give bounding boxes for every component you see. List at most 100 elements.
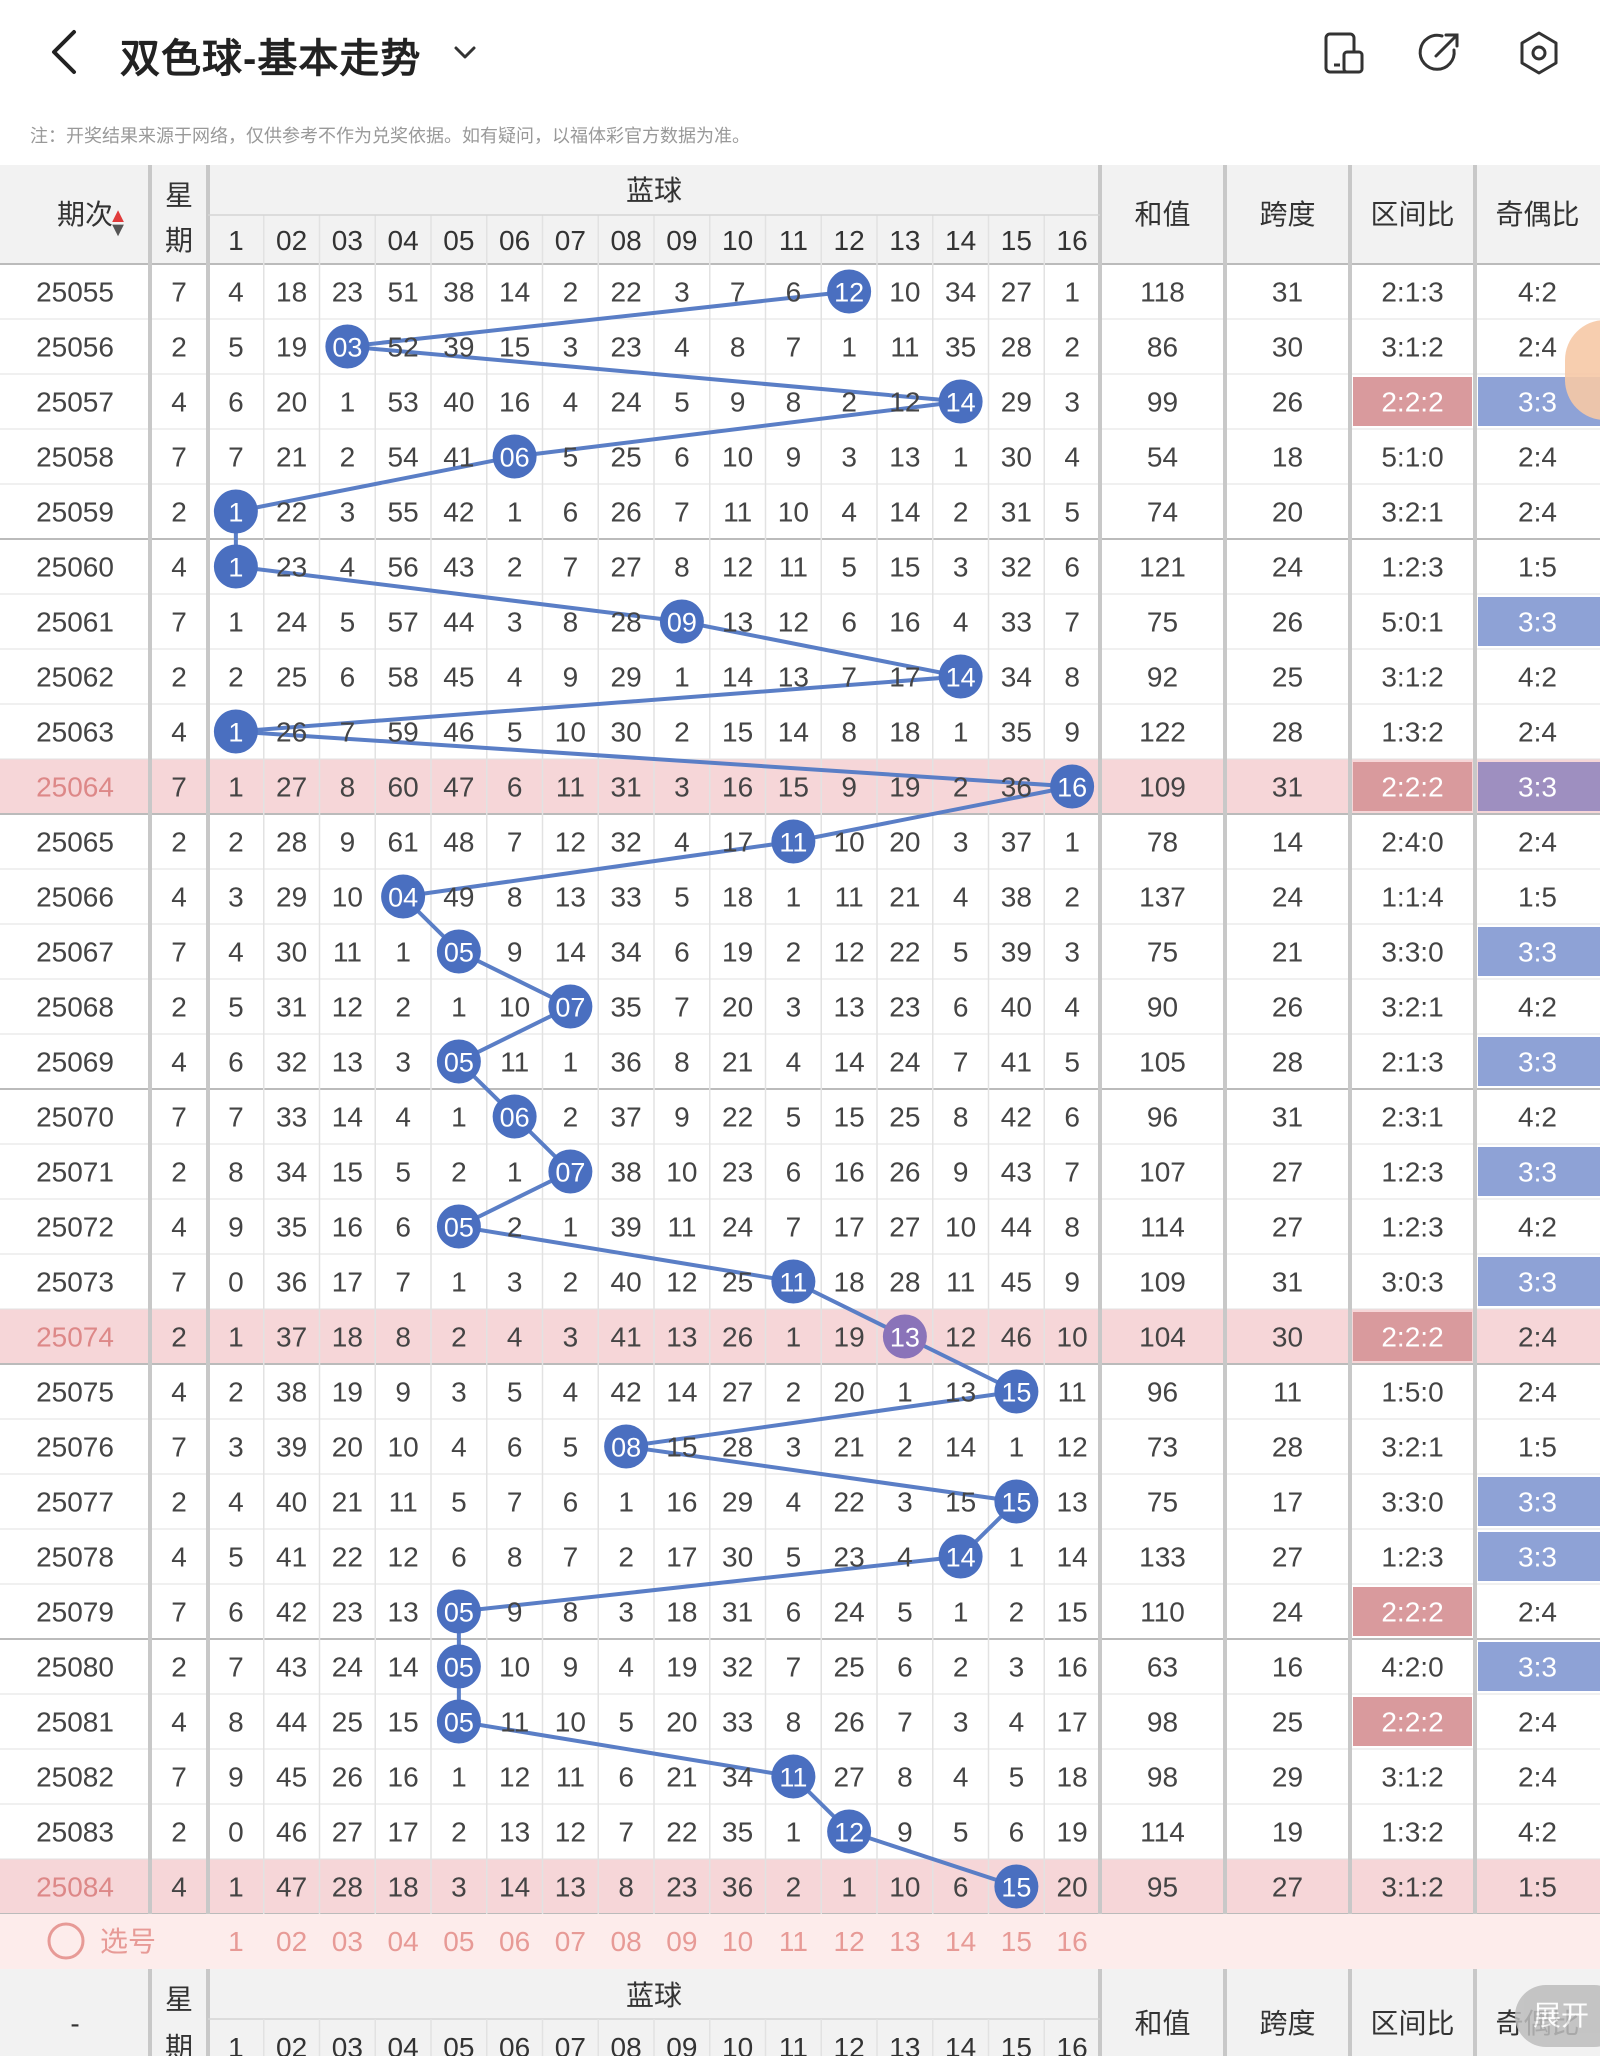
phone-icon[interactable] <box>1318 28 1368 78</box>
span-cell: 21 <box>1272 937 1303 968</box>
blue-cell: 24 <box>834 1597 865 1628</box>
chevron-down-icon[interactable] <box>450 38 480 68</box>
week-cell: 2 <box>171 1322 187 1353</box>
blue-cell: 25 <box>276 662 307 693</box>
blue-cell: 11 <box>556 772 585 803</box>
blue-cell: 3 <box>674 772 690 803</box>
select-blue-number[interactable]: 10 <box>722 1926 753 1957</box>
blue-cell: 3 <box>786 1432 802 1463</box>
blue-cell: 26 <box>276 717 307 748</box>
blue-cell: 6 <box>786 277 802 308</box>
blue-cell: 38 <box>611 1157 642 1188</box>
blue-ball-hit <box>213 489 258 534</box>
expand-button[interactable]: 展开 <box>1515 1985 1600 2047</box>
sum-cell: 98 <box>1147 1707 1178 1738</box>
blue-ball-hit <box>938 1534 983 1579</box>
blue-ball-hit <box>771 819 816 864</box>
blue-cell: 10 <box>778 497 809 528</box>
blue-cell: 46 <box>1001 1322 1032 1353</box>
select-radio[interactable] <box>47 1922 85 1960</box>
footer-blue-number: 05 <box>443 2032 474 2056</box>
select-blue-number[interactable]: 02 <box>276 1926 307 1957</box>
blue-cell: 5 <box>786 1102 802 1133</box>
zone-cell: 1:5:0 <box>1381 1377 1443 1408</box>
blue-cell: 19 <box>276 332 307 363</box>
select-label: 选号 <box>100 1926 156 1957</box>
period-cell: 25074 <box>36 1322 114 1353</box>
blue-cell: 6 <box>953 1872 969 1903</box>
blue-cell: 9 <box>563 1652 579 1683</box>
select-blue-number[interactable]: 09 <box>666 1926 697 1957</box>
select-blue-number[interactable]: 12 <box>834 1926 865 1957</box>
select-blue-number[interactable]: 13 <box>889 1926 920 1957</box>
blue-cell: 17 <box>722 827 753 858</box>
span-cell: 30 <box>1272 332 1303 363</box>
sum-cell: 73 <box>1147 1432 1178 1463</box>
blue-cell: 42 <box>1001 1102 1032 1133</box>
share-icon[interactable] <box>1414 28 1464 78</box>
blue-cell: 29 <box>722 1487 753 1518</box>
sum-cell: 107 <box>1139 1157 1186 1188</box>
blue-cell: 17 <box>889 662 920 693</box>
select-blue-number[interactable]: 08 <box>611 1926 642 1957</box>
blue-cell: 14 <box>666 1377 697 1408</box>
blue-ball-hit <box>436 929 481 974</box>
blue-cell: 21 <box>276 442 307 473</box>
select-blue-number[interactable]: 07 <box>555 1926 586 1957</box>
blue-cell: 5 <box>228 1542 244 1573</box>
span-cell: 31 <box>1272 772 1303 803</box>
oddeven-cell: 2:4 <box>1518 717 1557 748</box>
blue-cell: 37 <box>1001 827 1032 858</box>
footer-blue-number: 02 <box>276 2032 307 2056</box>
blue-cell: 5 <box>340 607 356 638</box>
sum-cell: 105 <box>1139 1047 1186 1078</box>
week-cell: 4 <box>171 1542 187 1573</box>
oddeven-cell: 3:3 <box>1518 607 1557 638</box>
footer-zone: 区间比 <box>1370 2008 1454 2039</box>
blue-cell: 4 <box>1064 992 1080 1023</box>
blue-cell: 20 <box>666 1707 697 1738</box>
blue-cell: 3 <box>395 1047 411 1078</box>
blue-cell: 2 <box>451 1817 467 1848</box>
footer-period: - <box>70 2008 79 2039</box>
footer-week: 星 <box>165 1984 193 2015</box>
zone-cell: 3:2:1 <box>1381 1432 1443 1463</box>
select-blue-number[interactable]: 11 <box>779 1926 808 1957</box>
blue-cell: 12 <box>332 992 363 1023</box>
blue-cell: 30 <box>276 937 307 968</box>
blue-cell: 7 <box>953 1047 969 1078</box>
zone-cell: 4:2:0 <box>1381 1652 1443 1683</box>
select-blue-number[interactable]: 05 <box>443 1926 474 1957</box>
blue-cell: 48 <box>443 827 474 858</box>
blue-cell: 18 <box>276 277 307 308</box>
blue-cell: 41 <box>611 1322 642 1353</box>
blue-cell: 16 <box>1057 1652 1088 1683</box>
page-title[interactable]: 双色球-基本走势 <box>120 37 422 81</box>
blue-cell: 12 <box>555 1817 586 1848</box>
blue-cell: 13 <box>834 992 865 1023</box>
blue-cell: 10 <box>499 992 530 1023</box>
settings-icon[interactable] <box>1514 28 1564 78</box>
back-icon[interactable] <box>44 28 84 76</box>
blue-cell: 35 <box>722 1817 753 1848</box>
blue-cell: 1 <box>1009 1542 1025 1573</box>
select-blue-number[interactable]: 15 <box>1001 1926 1032 1957</box>
span-cell: 20 <box>1272 497 1303 528</box>
blue-ball-number: 07 <box>555 1158 585 1188</box>
span-cell: 14 <box>1272 827 1303 858</box>
span-cell: 30 <box>1272 1322 1303 1353</box>
select-blue-number[interactable]: 16 <box>1057 1926 1088 1957</box>
blue-ball-number: 11 <box>779 828 807 858</box>
blue-ball-hit <box>771 1754 816 1799</box>
select-blue-number[interactable]: 14 <box>945 1926 976 1957</box>
select-blue-number[interactable]: 06 <box>499 1926 530 1957</box>
blue-cell: 6 <box>1009 1817 1025 1848</box>
blue-cell: 11 <box>1058 1377 1087 1408</box>
select-blue-number[interactable]: 04 <box>388 1926 419 1957</box>
blue-cell: 5 <box>507 1377 523 1408</box>
period-cell: 25067 <box>36 937 114 968</box>
blue-cell: 23 <box>276 552 307 583</box>
select-blue-number[interactable]: 1 <box>228 1926 244 1957</box>
select-blue-number[interactable]: 03 <box>332 1926 363 1957</box>
oddeven-cell: 4:2 <box>1518 662 1557 693</box>
